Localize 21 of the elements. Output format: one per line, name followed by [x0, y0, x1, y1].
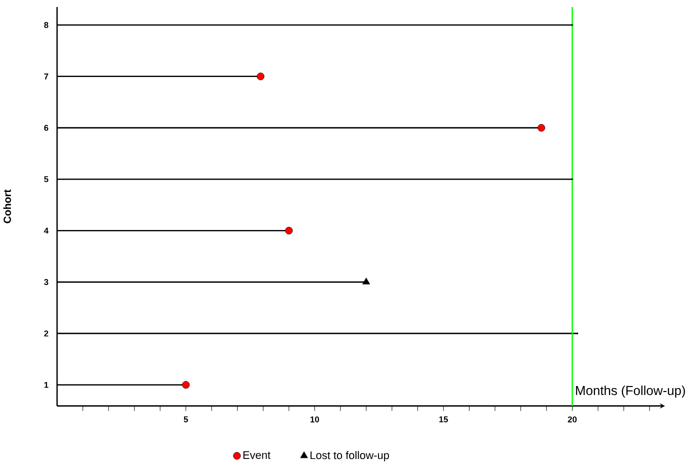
x-tick-label: 10 — [310, 416, 320, 422]
y-tick-label: 6 — [44, 124, 48, 131]
x-tick-label: 15 — [439, 416, 448, 422]
y-tick-label: 2 — [44, 330, 48, 336]
y-tick-label: 8 — [44, 22, 48, 28]
point — [538, 124, 546, 132]
point — [256, 72, 264, 80]
y-tick-label: 1 — [44, 382, 48, 388]
x-tick-label: 20 — [568, 416, 577, 422]
y-axis-title: Cohort — [3, 189, 12, 224]
y-tick-label: 3 — [44, 279, 48, 286]
x-tick-label: 5 — [184, 416, 188, 422]
y-tick-label: 4 — [44, 228, 49, 234]
legend-label: Lost to follow-up — [310, 451, 389, 462]
point — [285, 226, 293, 234]
y-tick-label: 5 — [44, 176, 48, 182]
point — [362, 278, 370, 284]
x-axis-title: Months (Follow-up) — [576, 386, 685, 398]
legend-label: Event — [243, 451, 270, 459]
y-tick-label: 7 — [44, 74, 48, 80]
point — [182, 381, 190, 389]
